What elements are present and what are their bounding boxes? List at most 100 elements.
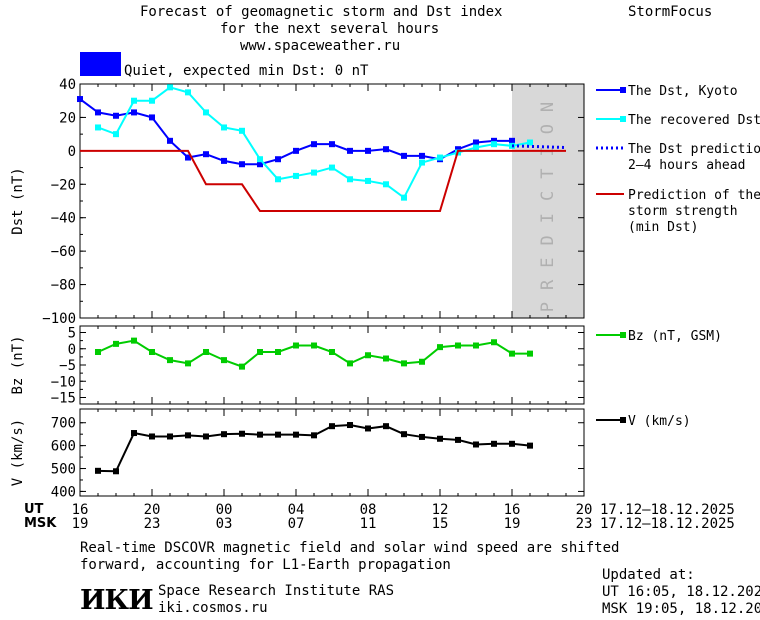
bz-point (455, 342, 461, 349)
dst-panel-frame (79, 83, 585, 319)
status-color-swatch (80, 52, 121, 76)
speed-point (149, 433, 155, 440)
speed-point (203, 433, 209, 440)
dst-panel: PREDICTION 40 20 0 −20 −40 −60 −80 −100 Dst (nT) (10, 77, 585, 327)
dst-kyoto-point (509, 137, 515, 144)
dst-kyoto-point (275, 156, 281, 163)
legend-marker (620, 417, 626, 423)
msk-tick-label: 03 (216, 516, 233, 532)
ut-tick-label: 16 (504, 502, 521, 518)
y-tick-label: 40 (59, 77, 76, 93)
propagation-note-line-2: forward, accounting for L1-Earth propaga… (80, 557, 451, 573)
legend-label: V (km/s) (628, 414, 691, 429)
speed-point (383, 423, 389, 430)
speed-point (239, 430, 245, 437)
updated-ut: UT 16:05, 18.12.2025 (602, 584, 760, 600)
speed-panel: 700 600 500 400 V (km/s) (10, 408, 585, 500)
msk-tick-label: 23 (144, 516, 161, 532)
recovered-dst-point (185, 89, 191, 96)
recovered-dst-point (221, 124, 227, 131)
recovered-dst-point (383, 181, 389, 188)
propagation-note-line-1: Real-time DSCOVR magnetic field and sola… (80, 540, 620, 556)
legend-speed: V (km/s) (596, 414, 691, 429)
y-tick-label: 700 (51, 416, 76, 432)
y-tick-label: −100 (42, 311, 76, 327)
bz-point (275, 349, 281, 355)
dst-prediction-line (511, 144, 567, 150)
recovered-dst-point (95, 124, 101, 131)
dst-kyoto-point (329, 141, 335, 148)
msk-tick-label: 23 (576, 516, 593, 532)
prediction-region (512, 84, 584, 318)
recovered-dst-point (329, 164, 335, 171)
msk-tick-label: 15 (432, 516, 449, 532)
legend-dst-kyoto: The Dst, Kyoto (596, 84, 738, 99)
bz-point (257, 349, 263, 355)
chart-title-line-2: for the next several hours (220, 21, 440, 37)
dst-kyoto-line (79, 98, 512, 166)
speed-point (95, 467, 101, 474)
ut-tick-label: 00 (216, 502, 233, 518)
dst-kyoto-point (95, 109, 101, 116)
msk-tick-label: 19 (72, 516, 89, 532)
ut-tick-label: 04 (288, 502, 305, 518)
speed-point (275, 431, 281, 438)
y-axis-label: Bz (nT) (10, 335, 26, 394)
y-axis-label: V (km/s) (10, 419, 26, 486)
dst-kyoto-point (383, 146, 389, 153)
dst-kyoto-point (311, 141, 317, 148)
y-tick-label: 500 (51, 462, 76, 478)
prediction-label: PREDICTION (538, 90, 558, 312)
speed-point (491, 440, 497, 447)
speed-point (329, 423, 335, 430)
speed-point (419, 433, 425, 440)
bz-point (329, 349, 335, 355)
ut-tick-label: 20 (144, 502, 161, 518)
dst-kyoto-point (347, 147, 353, 154)
legend-recovered-dst: The recovered Dst (596, 113, 760, 128)
dst-kyoto-point (491, 137, 497, 144)
legend-label: The Dst prediction (628, 142, 760, 157)
dst-kyoto-point (455, 146, 461, 153)
ut-tick-label: 12 (432, 502, 449, 518)
recovered-dst-point (257, 156, 263, 163)
y-tick-label: −60 (51, 244, 76, 260)
speed-line (97, 424, 531, 473)
legend-label: storm strength (628, 204, 738, 219)
recovered-dst-point (203, 109, 209, 116)
legend-label: 2–4 hours ahead (628, 158, 745, 173)
speed-point (293, 431, 299, 438)
institute-url[interactable]: iki.cosmos.ru (158, 600, 268, 616)
recovered-dst-point (401, 194, 407, 201)
updated-msk: MSK 19:05, 18.12.2025 (602, 601, 760, 617)
y-tick-label: −20 (51, 177, 76, 193)
recovered-dst-point (419, 159, 425, 166)
legend-bz: Bz (nT, GSM) (596, 329, 722, 344)
dst-kyoto-point (365, 147, 371, 154)
legend-label: Bz (nT, GSM) (628, 329, 722, 344)
dst-kyoto-point (419, 152, 425, 159)
speed-point (365, 425, 371, 432)
dst-kyoto-point (77, 96, 83, 103)
bz-point (383, 355, 389, 362)
bz-point (437, 344, 443, 351)
dst-kyoto-point (257, 161, 263, 168)
speed-point (257, 431, 263, 438)
bz-point (365, 352, 371, 359)
dst-kyoto-point (401, 152, 407, 159)
bz-point (203, 349, 209, 355)
dst-kyoto-point (149, 114, 155, 121)
bz-point (167, 357, 173, 364)
recovered-dst-point (473, 144, 479, 151)
speed-point (113, 468, 119, 475)
recovered-dst-point (275, 176, 281, 183)
bz-point (95, 349, 101, 355)
ut-tick-label: 20 (576, 502, 593, 518)
speed-point (509, 440, 515, 447)
legend-marker (620, 116, 626, 122)
bz-point (185, 360, 191, 367)
recovered-dst-point (527, 139, 533, 146)
